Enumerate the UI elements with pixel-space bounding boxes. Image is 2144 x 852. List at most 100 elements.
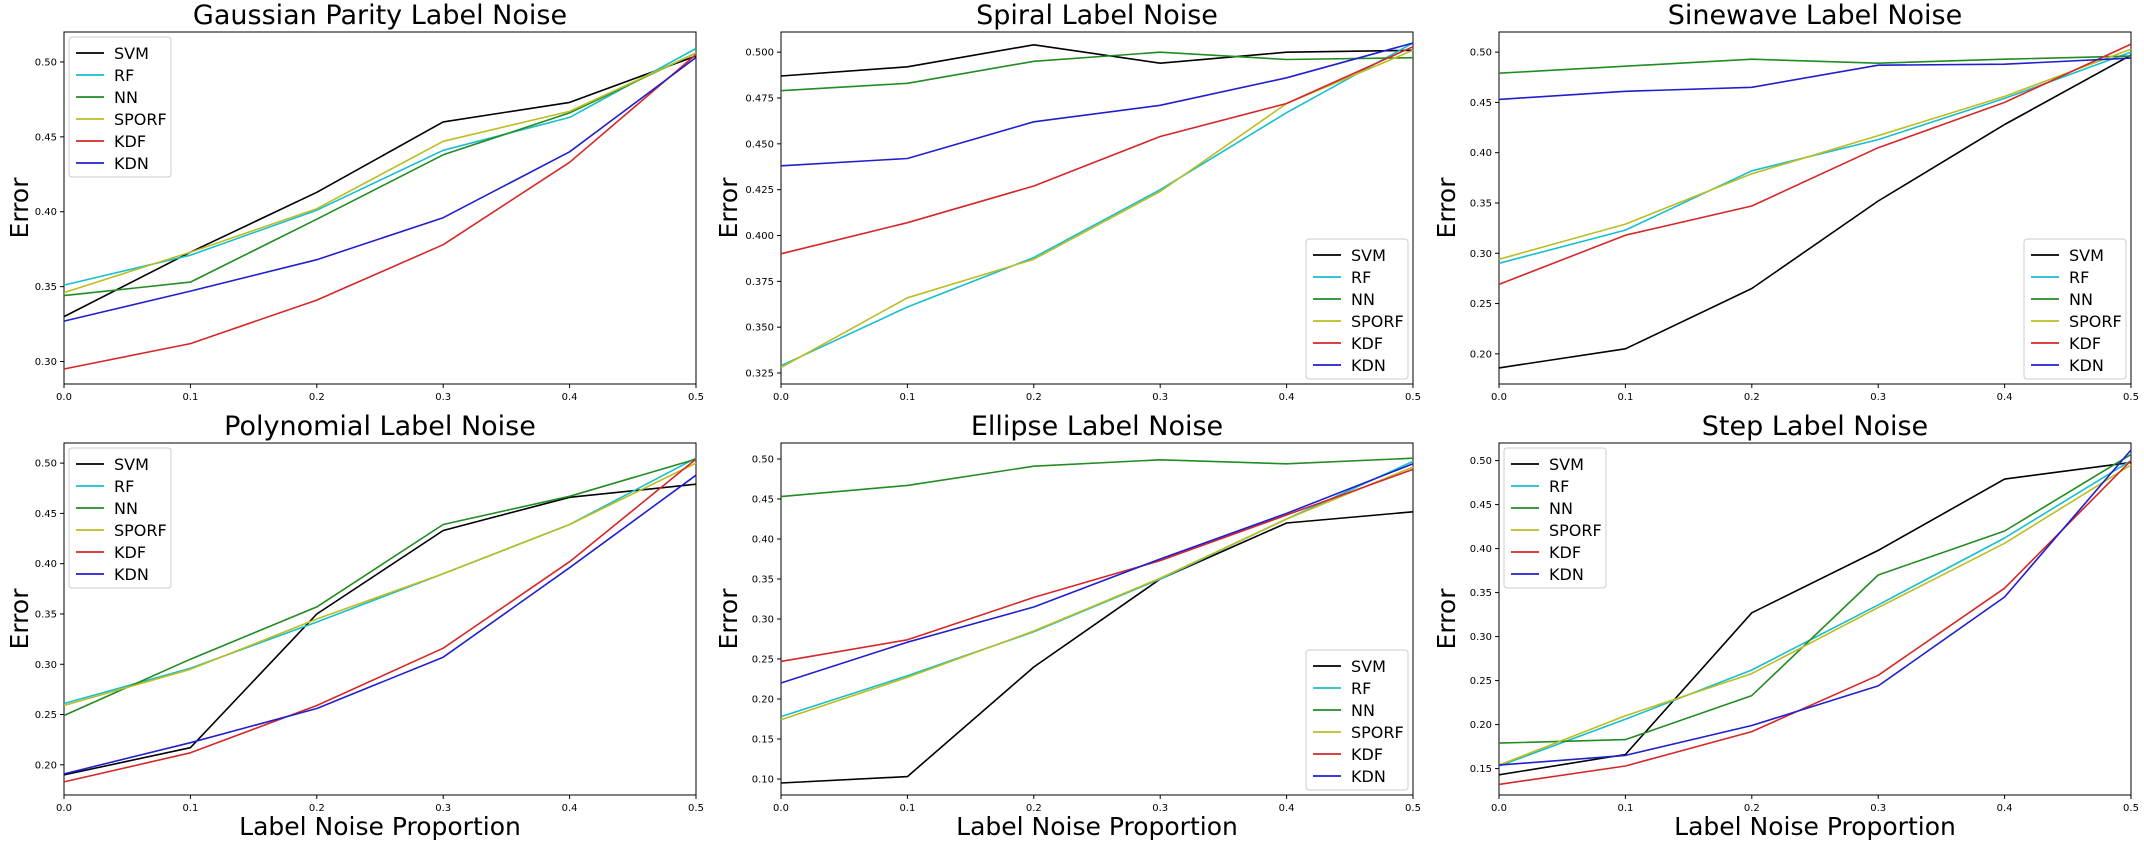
x-tick-label: 0.3 bbox=[1870, 392, 1886, 403]
y-tick-label: 0.35 bbox=[1470, 588, 1492, 599]
x-tick-label: 0.0 bbox=[773, 392, 789, 403]
y-tick-label: 0.20 bbox=[1470, 349, 1492, 360]
y-tick-label: 0.15 bbox=[752, 735, 774, 746]
legend-label-sporf: SPORF bbox=[1549, 521, 1602, 540]
y-tick-label: 0.50 bbox=[35, 57, 57, 68]
series-line-rf bbox=[63, 47, 697, 286]
axes-frame bbox=[63, 31, 697, 385]
legend-label-nn: NN bbox=[1351, 290, 1375, 309]
x-tick-label: 0.1 bbox=[899, 803, 915, 814]
y-tick-label: 0.50 bbox=[1470, 456, 1492, 467]
series-line-svm bbox=[780, 43, 1414, 77]
y-tick-label: 0.450 bbox=[745, 139, 774, 150]
chart-title: Spiral Label Noise bbox=[976, 0, 1218, 31]
x-tick-label: 0.3 bbox=[1152, 803, 1168, 814]
legend-label-rf: RF bbox=[114, 66, 134, 85]
x-tick-label: 0.0 bbox=[56, 803, 72, 814]
series-line-kdn bbox=[780, 463, 1414, 684]
legend-label-kdn: KDN bbox=[2069, 356, 2104, 375]
y-tick-label: 0.30 bbox=[752, 615, 774, 626]
x-tick-label: 0.5 bbox=[1405, 803, 1421, 814]
axes-frame bbox=[1498, 442, 2132, 796]
y-tick-label: 0.35 bbox=[1470, 198, 1492, 209]
legend-label-sporf: SPORF bbox=[1351, 312, 1404, 331]
y-tick-label: 0.35 bbox=[35, 609, 57, 620]
series-line-sporf bbox=[780, 466, 1414, 721]
y-tick-label: 0.30 bbox=[35, 357, 57, 368]
series-line-svm bbox=[1498, 461, 2132, 776]
x-tick-label: 0.1 bbox=[1617, 392, 1633, 403]
legend-label-kdf: KDF bbox=[1351, 745, 1383, 764]
legend-label-rf: RF bbox=[1351, 679, 1371, 698]
series-line-nn bbox=[1498, 453, 2132, 744]
x-tick-label: 0.1 bbox=[899, 392, 915, 403]
legend: SVM RF NN SPORF KDF KDN bbox=[1305, 238, 1409, 380]
legend-label-kdn: KDN bbox=[1351, 767, 1386, 786]
y-axis-label: Error bbox=[714, 588, 743, 650]
legend-label-kdf: KDF bbox=[114, 543, 146, 562]
series-line-kdf bbox=[63, 458, 697, 783]
x-tick-label: 0.1 bbox=[182, 392, 198, 403]
legend-label-nn: NN bbox=[114, 499, 138, 518]
x-tick-label: 0.5 bbox=[688, 392, 704, 403]
chart-title: Sinewave Label Noise bbox=[1668, 0, 1962, 31]
x-tick-label: 0.0 bbox=[773, 803, 789, 814]
series-line-sporf bbox=[1498, 48, 2132, 261]
series-line-nn bbox=[780, 457, 1414, 498]
y-tick-label: 0.10 bbox=[752, 775, 774, 786]
x-tick-label: 0.1 bbox=[1617, 803, 1633, 814]
x-tick-label: 0.5 bbox=[2123, 392, 2139, 403]
legend-label-svm: SVM bbox=[1351, 657, 1386, 676]
y-tick-label: 0.40 bbox=[1470, 544, 1492, 555]
x-tick-label: 0.2 bbox=[309, 803, 325, 814]
series-line-kdn bbox=[63, 474, 697, 775]
y-tick-label: 0.500 bbox=[745, 48, 774, 59]
y-tick-label: 0.40 bbox=[35, 207, 57, 218]
chart-title: Ellipse Label Noise bbox=[971, 411, 1223, 442]
y-tick-label: 0.45 bbox=[752, 495, 774, 506]
x-axis-label: Label Noise Proportion bbox=[239, 812, 521, 841]
axes-frame bbox=[1498, 31, 2132, 385]
y-tick-label: 0.350 bbox=[745, 323, 774, 334]
x-tick-label: 0.3 bbox=[435, 392, 451, 403]
series-line-kdn bbox=[1498, 57, 2132, 101]
x-tick-label: 0.2 bbox=[309, 392, 325, 403]
y-tick-label: 0.25 bbox=[1470, 676, 1492, 687]
chart-panel-6: Step Label Noise 0.0 0.1 0.2 0.3 0.4 0.5 0.15 0.… bbox=[1432, 411, 2139, 841]
legend-label-rf: RF bbox=[1351, 268, 1371, 287]
y-tick-label: 0.45 bbox=[35, 132, 57, 143]
legend-box bbox=[68, 36, 172, 178]
chart-title: Gaussian Parity Label Noise bbox=[193, 0, 567, 31]
series-line-nn bbox=[1498, 55, 2132, 74]
x-tick-label: 0.0 bbox=[1491, 803, 1507, 814]
y-tick-label: 0.25 bbox=[35, 710, 57, 721]
legend-box bbox=[1305, 649, 1409, 791]
y-axis-label: Error bbox=[5, 177, 34, 239]
legend-label-rf: RF bbox=[114, 477, 134, 496]
y-axis-label: Error bbox=[1432, 588, 1461, 650]
x-tick-label: 0.5 bbox=[1405, 392, 1421, 403]
legend-label-svm: SVM bbox=[2069, 246, 2104, 265]
series-line-kdf bbox=[63, 53, 697, 370]
legend-label-rf: RF bbox=[2069, 268, 2089, 287]
y-tick-label: 0.35 bbox=[35, 282, 57, 293]
y-tick-label: 0.50 bbox=[752, 455, 774, 466]
x-tick-label: 0.2 bbox=[1744, 803, 1760, 814]
legend-box bbox=[2023, 238, 2127, 380]
x-tick-label: 0.2 bbox=[1026, 803, 1042, 814]
y-axis-label: Error bbox=[5, 588, 34, 650]
legend-label-sporf: SPORF bbox=[114, 521, 167, 540]
y-tick-label: 0.45 bbox=[35, 509, 57, 520]
x-tick-label: 0.0 bbox=[56, 392, 72, 403]
y-tick-label: 0.375 bbox=[745, 277, 774, 288]
y-tick-label: 0.475 bbox=[745, 94, 774, 105]
y-tick-label: 0.30 bbox=[1470, 249, 1492, 260]
y-tick-label: 0.35 bbox=[752, 575, 774, 586]
y-tick-label: 0.40 bbox=[752, 535, 774, 546]
series-line-kdn bbox=[780, 42, 1414, 167]
y-tick-label: 0.425 bbox=[745, 185, 774, 196]
y-axis-label: Error bbox=[1432, 177, 1461, 239]
y-tick-label: 0.25 bbox=[1470, 299, 1492, 310]
